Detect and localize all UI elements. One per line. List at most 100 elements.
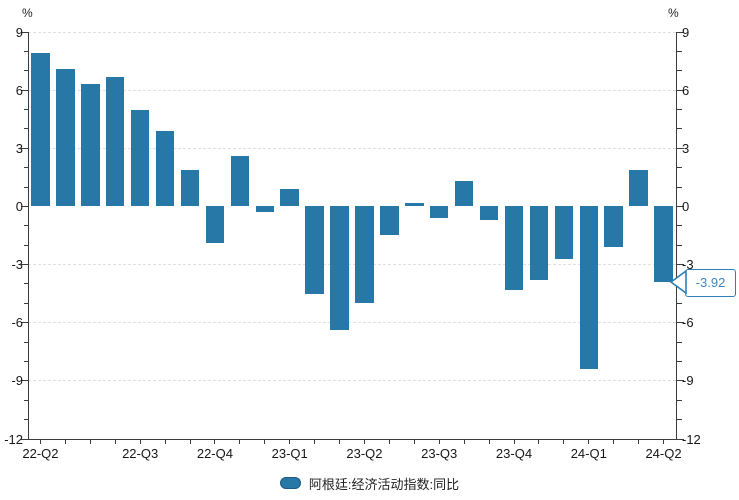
y-axis-right	[676, 32, 677, 439]
bar[interactable]	[380, 206, 399, 236]
y-tick-label: -6	[682, 315, 694, 331]
y-tick-label: 0	[15, 198, 23, 214]
bar[interactable]	[604, 206, 623, 248]
y-tick	[677, 205, 684, 207]
bar[interactable]	[405, 202, 424, 207]
bar[interactable]	[280, 188, 299, 207]
bar[interactable]	[554, 206, 574, 259]
bar[interactable]	[180, 169, 200, 207]
x-tick-label: 23-Q3	[421, 446, 458, 461]
y-tick-label: -12	[682, 431, 701, 447]
y-tick	[677, 302, 682, 304]
bar[interactable]	[454, 181, 474, 207]
x-tick	[164, 439, 166, 444]
bar[interactable]	[255, 206, 275, 213]
x-tick	[339, 439, 341, 444]
y-axis-unit-left: %	[22, 6, 33, 20]
x-tick	[239, 439, 241, 444]
bar[interactable]	[130, 109, 150, 207]
x-tick-label: 24-Q2	[645, 446, 682, 461]
y-tick	[677, 167, 682, 169]
y-tick	[23, 186, 28, 188]
y-tick	[21, 147, 28, 149]
y-axis-unit-right: %	[668, 6, 679, 20]
bar[interactable]	[31, 53, 50, 207]
bar[interactable]	[504, 206, 524, 290]
y-tick	[677, 322, 684, 324]
bar[interactable]	[330, 206, 349, 331]
y-tick	[23, 225, 28, 227]
x-tick	[114, 439, 116, 444]
bar[interactable]	[529, 206, 549, 281]
callout-arrow-icon	[669, 269, 687, 295]
y-tick	[23, 341, 28, 343]
y-tick	[677, 264, 684, 266]
y-tick	[677, 186, 682, 188]
legend-label: 阿根廷:经济活动指数:同比	[308, 476, 460, 492]
y-tick-label: -3	[11, 257, 23, 273]
bar[interactable]	[105, 76, 125, 207]
x-tick	[264, 439, 266, 444]
y-tick	[23, 399, 28, 401]
bar[interactable]	[230, 156, 250, 207]
x-tick-label: 23-Q4	[495, 446, 533, 461]
x-tick-label: 22-Q3	[122, 446, 159, 461]
bar[interactable]	[205, 206, 225, 244]
y-tick	[21, 205, 28, 207]
bar[interactable]	[56, 68, 75, 207]
y-tick	[677, 109, 682, 111]
bar[interactable]	[479, 206, 499, 220]
x-tick-label: 22-Q4	[196, 446, 233, 461]
bar[interactable]	[579, 206, 599, 370]
y-tick	[23, 167, 28, 169]
y-tick	[677, 341, 682, 343]
x-tick	[513, 439, 515, 444]
plot-area	[28, 31, 676, 439]
y-tick-label: 6	[15, 82, 23, 98]
x-tick	[314, 439, 316, 444]
y-tick-label: 9	[15, 24, 23, 40]
bar[interactable]	[654, 206, 673, 283]
x-tick	[588, 439, 590, 444]
x-tick	[39, 439, 41, 444]
bar[interactable]	[629, 169, 648, 207]
x-tick	[563, 439, 565, 444]
y-tick	[23, 70, 28, 72]
value-callout: -3.92	[685, 268, 736, 297]
x-tick	[139, 439, 141, 444]
y-tick	[21, 264, 28, 266]
y-tick	[677, 225, 682, 227]
y-tick	[677, 360, 682, 362]
y-tick	[23, 419, 28, 421]
legend[interactable]: 阿根廷:经济活动指数:同比	[0, 472, 739, 494]
y-tick	[23, 50, 28, 52]
legend-swatch-icon	[279, 477, 301, 489]
bar[interactable]	[81, 84, 100, 207]
bar[interactable]	[355, 206, 374, 304]
x-tick	[189, 439, 191, 444]
y-tick	[677, 380, 684, 382]
y-tick-label: -12	[4, 431, 23, 447]
y-tick	[21, 380, 28, 382]
y-tick-label: -9	[11, 373, 23, 389]
y-tick	[23, 109, 28, 111]
y-tick	[677, 438, 684, 440]
x-tick	[289, 439, 291, 444]
x-tick-label: 22-Q2	[22, 446, 59, 461]
bar[interactable]	[155, 130, 175, 207]
y-tick	[677, 244, 682, 246]
x-tick	[463, 439, 465, 444]
x-tick-label: 23-Q1	[271, 446, 308, 461]
x-tick	[214, 439, 216, 444]
x-tick	[663, 439, 665, 444]
bar[interactable]	[429, 206, 449, 219]
y-tick	[677, 399, 682, 401]
x-axis	[27, 438, 677, 440]
bar[interactable]	[305, 206, 324, 294]
gridline	[28, 89, 676, 91]
y-tick	[677, 31, 684, 33]
y-tick	[677, 70, 682, 72]
y-tick-label: 9	[682, 24, 690, 40]
y-tick-label: 0	[682, 198, 690, 214]
y-tick-label: -6	[11, 315, 23, 331]
